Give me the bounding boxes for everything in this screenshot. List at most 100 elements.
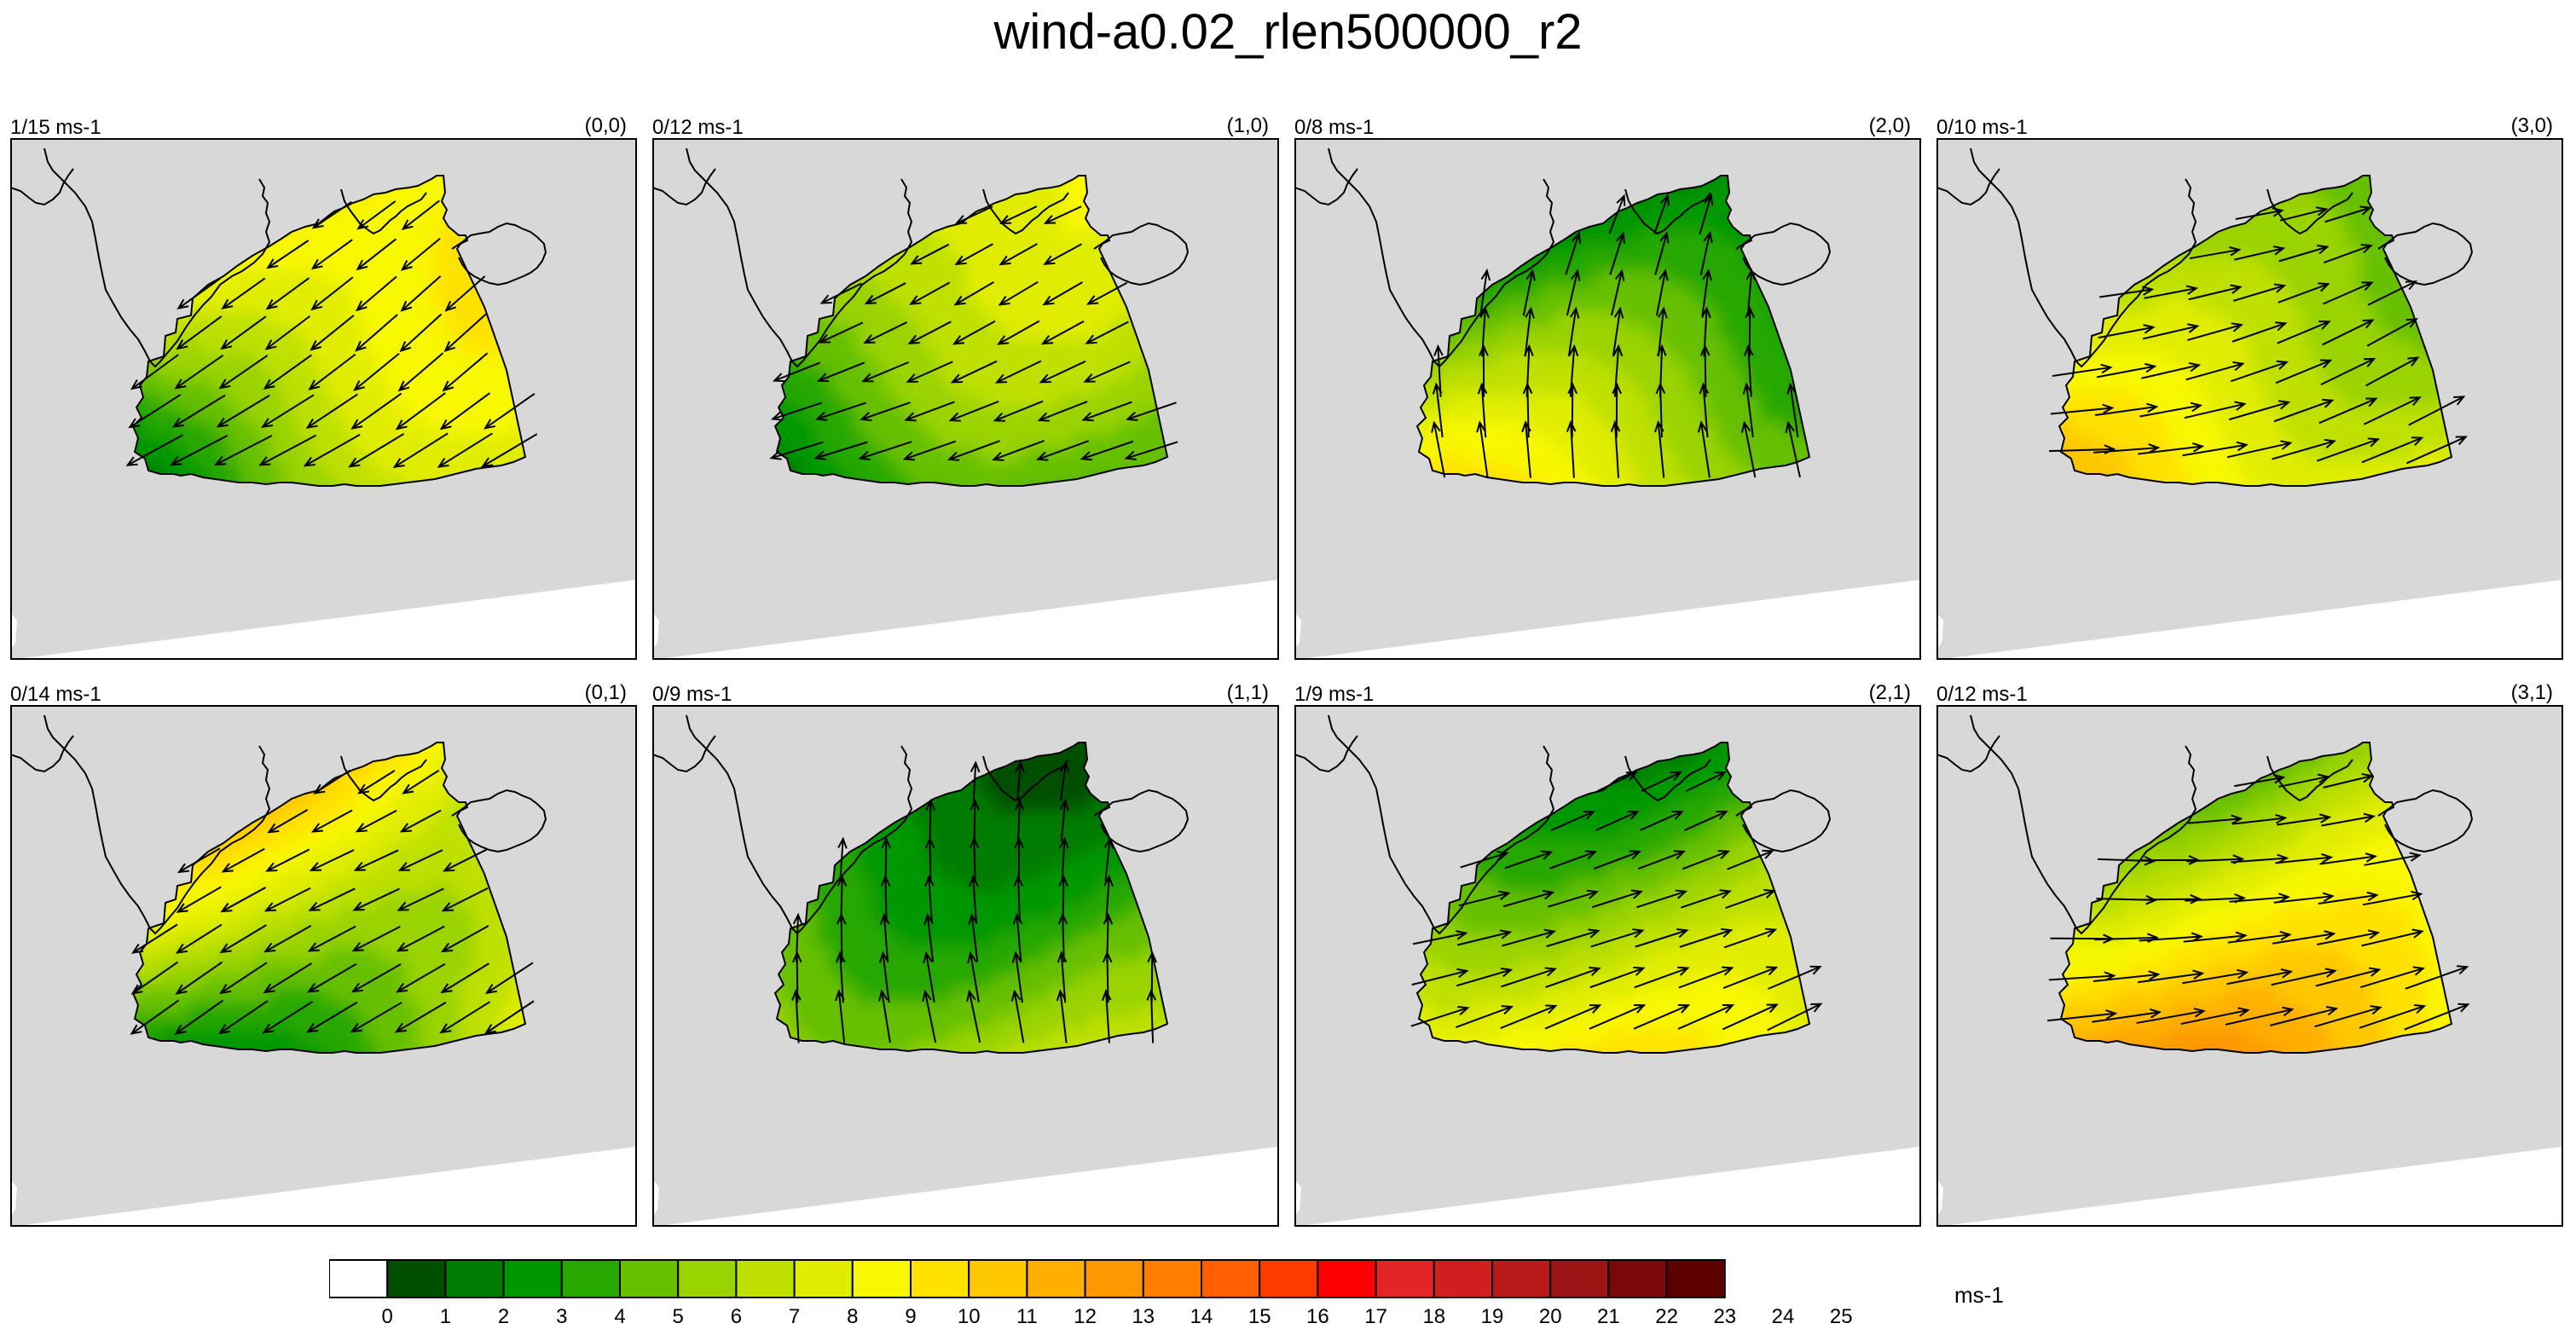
wind-vector-head — [353, 380, 365, 391]
colorbar-swatch — [1084, 1259, 1144, 1298]
wind-vector-head — [399, 341, 412, 353]
wind-vector-head — [910, 255, 923, 265]
wind-vector — [1456, 968, 1512, 987]
wind-vector-head — [174, 379, 187, 390]
wind-vector-head — [922, 989, 932, 1002]
wind-vector-head — [1785, 420, 1795, 434]
wind-vector — [1681, 890, 1730, 909]
wind-vector — [2226, 442, 2291, 459]
wind-vector-head — [261, 418, 274, 429]
wind-vector — [953, 320, 996, 345]
wind-vector-head — [1103, 875, 1114, 887]
wind-vector-head — [1719, 889, 1732, 899]
colorbar-swatch — [560, 1259, 621, 1298]
wind-vector — [1479, 270, 1488, 316]
wind-vector — [1745, 384, 1754, 438]
wind-vector — [928, 876, 933, 922]
wind-vector — [1787, 422, 1801, 478]
wind-vector — [1502, 930, 1554, 947]
wind-vector-head — [1589, 967, 1601, 976]
wind-vector — [2316, 932, 2379, 945]
wind-vector-head — [2365, 397, 2378, 407]
wind-vector — [1060, 762, 1067, 801]
wind-vector — [884, 876, 888, 922]
wind-vector-head — [1717, 850, 1730, 859]
wind-vector-head — [2229, 246, 2242, 257]
wind-vector — [956, 243, 993, 265]
wind-vector — [177, 886, 222, 913]
wind-vector-head — [2193, 1008, 2206, 1018]
coastline — [340, 188, 427, 235]
wind-vector-head — [1081, 412, 1094, 422]
wind-vector-head — [1522, 382, 1533, 395]
wind-vector-head — [970, 798, 980, 811]
wind-vector — [1633, 1004, 1689, 1030]
wind-vector-head — [130, 984, 143, 995]
wind-vector-head — [392, 458, 405, 468]
wind-vector-head — [772, 373, 785, 383]
wind-vector — [1591, 890, 1642, 909]
wind-vector — [131, 961, 179, 995]
wind-vector — [220, 962, 268, 994]
wind-vector — [1589, 967, 1644, 989]
wind-vector-head — [792, 951, 802, 963]
wind-vector — [2271, 969, 2336, 986]
wind-vector-head — [396, 942, 408, 952]
wind-vector-head — [1703, 230, 1713, 244]
map-panel: 0/9 ms-1 (1,1) — [652, 681, 1279, 1227]
wind-vector — [401, 809, 442, 833]
wind-vector-head — [2145, 362, 2157, 373]
wind-vector-head — [998, 295, 1010, 306]
wind-vector — [904, 440, 957, 460]
wind-vector-head — [1612, 382, 1622, 395]
wind-vector-head — [170, 456, 182, 466]
colorbar-swatch — [1026, 1259, 1086, 1298]
wind-vector — [1526, 384, 1530, 438]
coastline — [652, 735, 716, 773]
wind-vector-head — [1586, 889, 1600, 899]
wind-vector — [356, 314, 398, 351]
wind-vector-head — [2148, 970, 2161, 980]
wind-vector-head — [441, 942, 454, 953]
colorbar-tick-label: 17 — [1364, 1305, 1387, 1328]
wind-vector-head — [1086, 295, 1099, 305]
wind-vector-head — [769, 450, 782, 460]
wind-vector-head — [1544, 967, 1557, 977]
wind-vector-head — [1765, 966, 1779, 976]
wind-vector-head — [1673, 850, 1687, 860]
panel-range-label: 0/9 ms-1 — [652, 683, 732, 706]
coastline — [1936, 168, 2000, 206]
wind-vector — [2364, 854, 2420, 866]
wind-vector — [2137, 972, 2203, 984]
wind-vector — [127, 434, 183, 466]
wind-vector — [2092, 1011, 2160, 1023]
wind-vector — [2323, 775, 2372, 789]
wind-vector — [1000, 243, 1038, 265]
wind-vector-head — [483, 1024, 496, 1035]
wind-vector-head — [1654, 420, 1664, 433]
wind-vector — [2141, 364, 2199, 379]
wind-vector-head — [1431, 420, 1441, 433]
wind-vector — [1747, 346, 1752, 397]
wind-vector — [2186, 858, 2243, 863]
wind-vector-head — [218, 379, 231, 390]
wind-vector-head — [2365, 852, 2377, 863]
wind-vector — [264, 354, 312, 390]
wind-vector-head — [481, 457, 494, 468]
wind-vector-head — [2278, 893, 2291, 903]
wind-vector-head — [2191, 442, 2205, 453]
wind-vector — [1460, 852, 1508, 869]
wind-vector — [956, 205, 993, 224]
wind-vector — [356, 809, 397, 833]
wind-vector — [399, 849, 443, 871]
wind-vector — [2052, 366, 2111, 378]
coastline — [1970, 714, 2197, 935]
wind-vector-head — [2318, 282, 2330, 292]
wind-vector-head — [395, 419, 408, 431]
wind-vector — [1045, 205, 1082, 224]
wind-vector — [1637, 850, 1685, 870]
wind-vector — [1085, 361, 1131, 383]
wind-vector — [2235, 209, 2283, 221]
wind-vector — [2408, 396, 2464, 426]
wind-vector-head — [1043, 255, 1056, 265]
